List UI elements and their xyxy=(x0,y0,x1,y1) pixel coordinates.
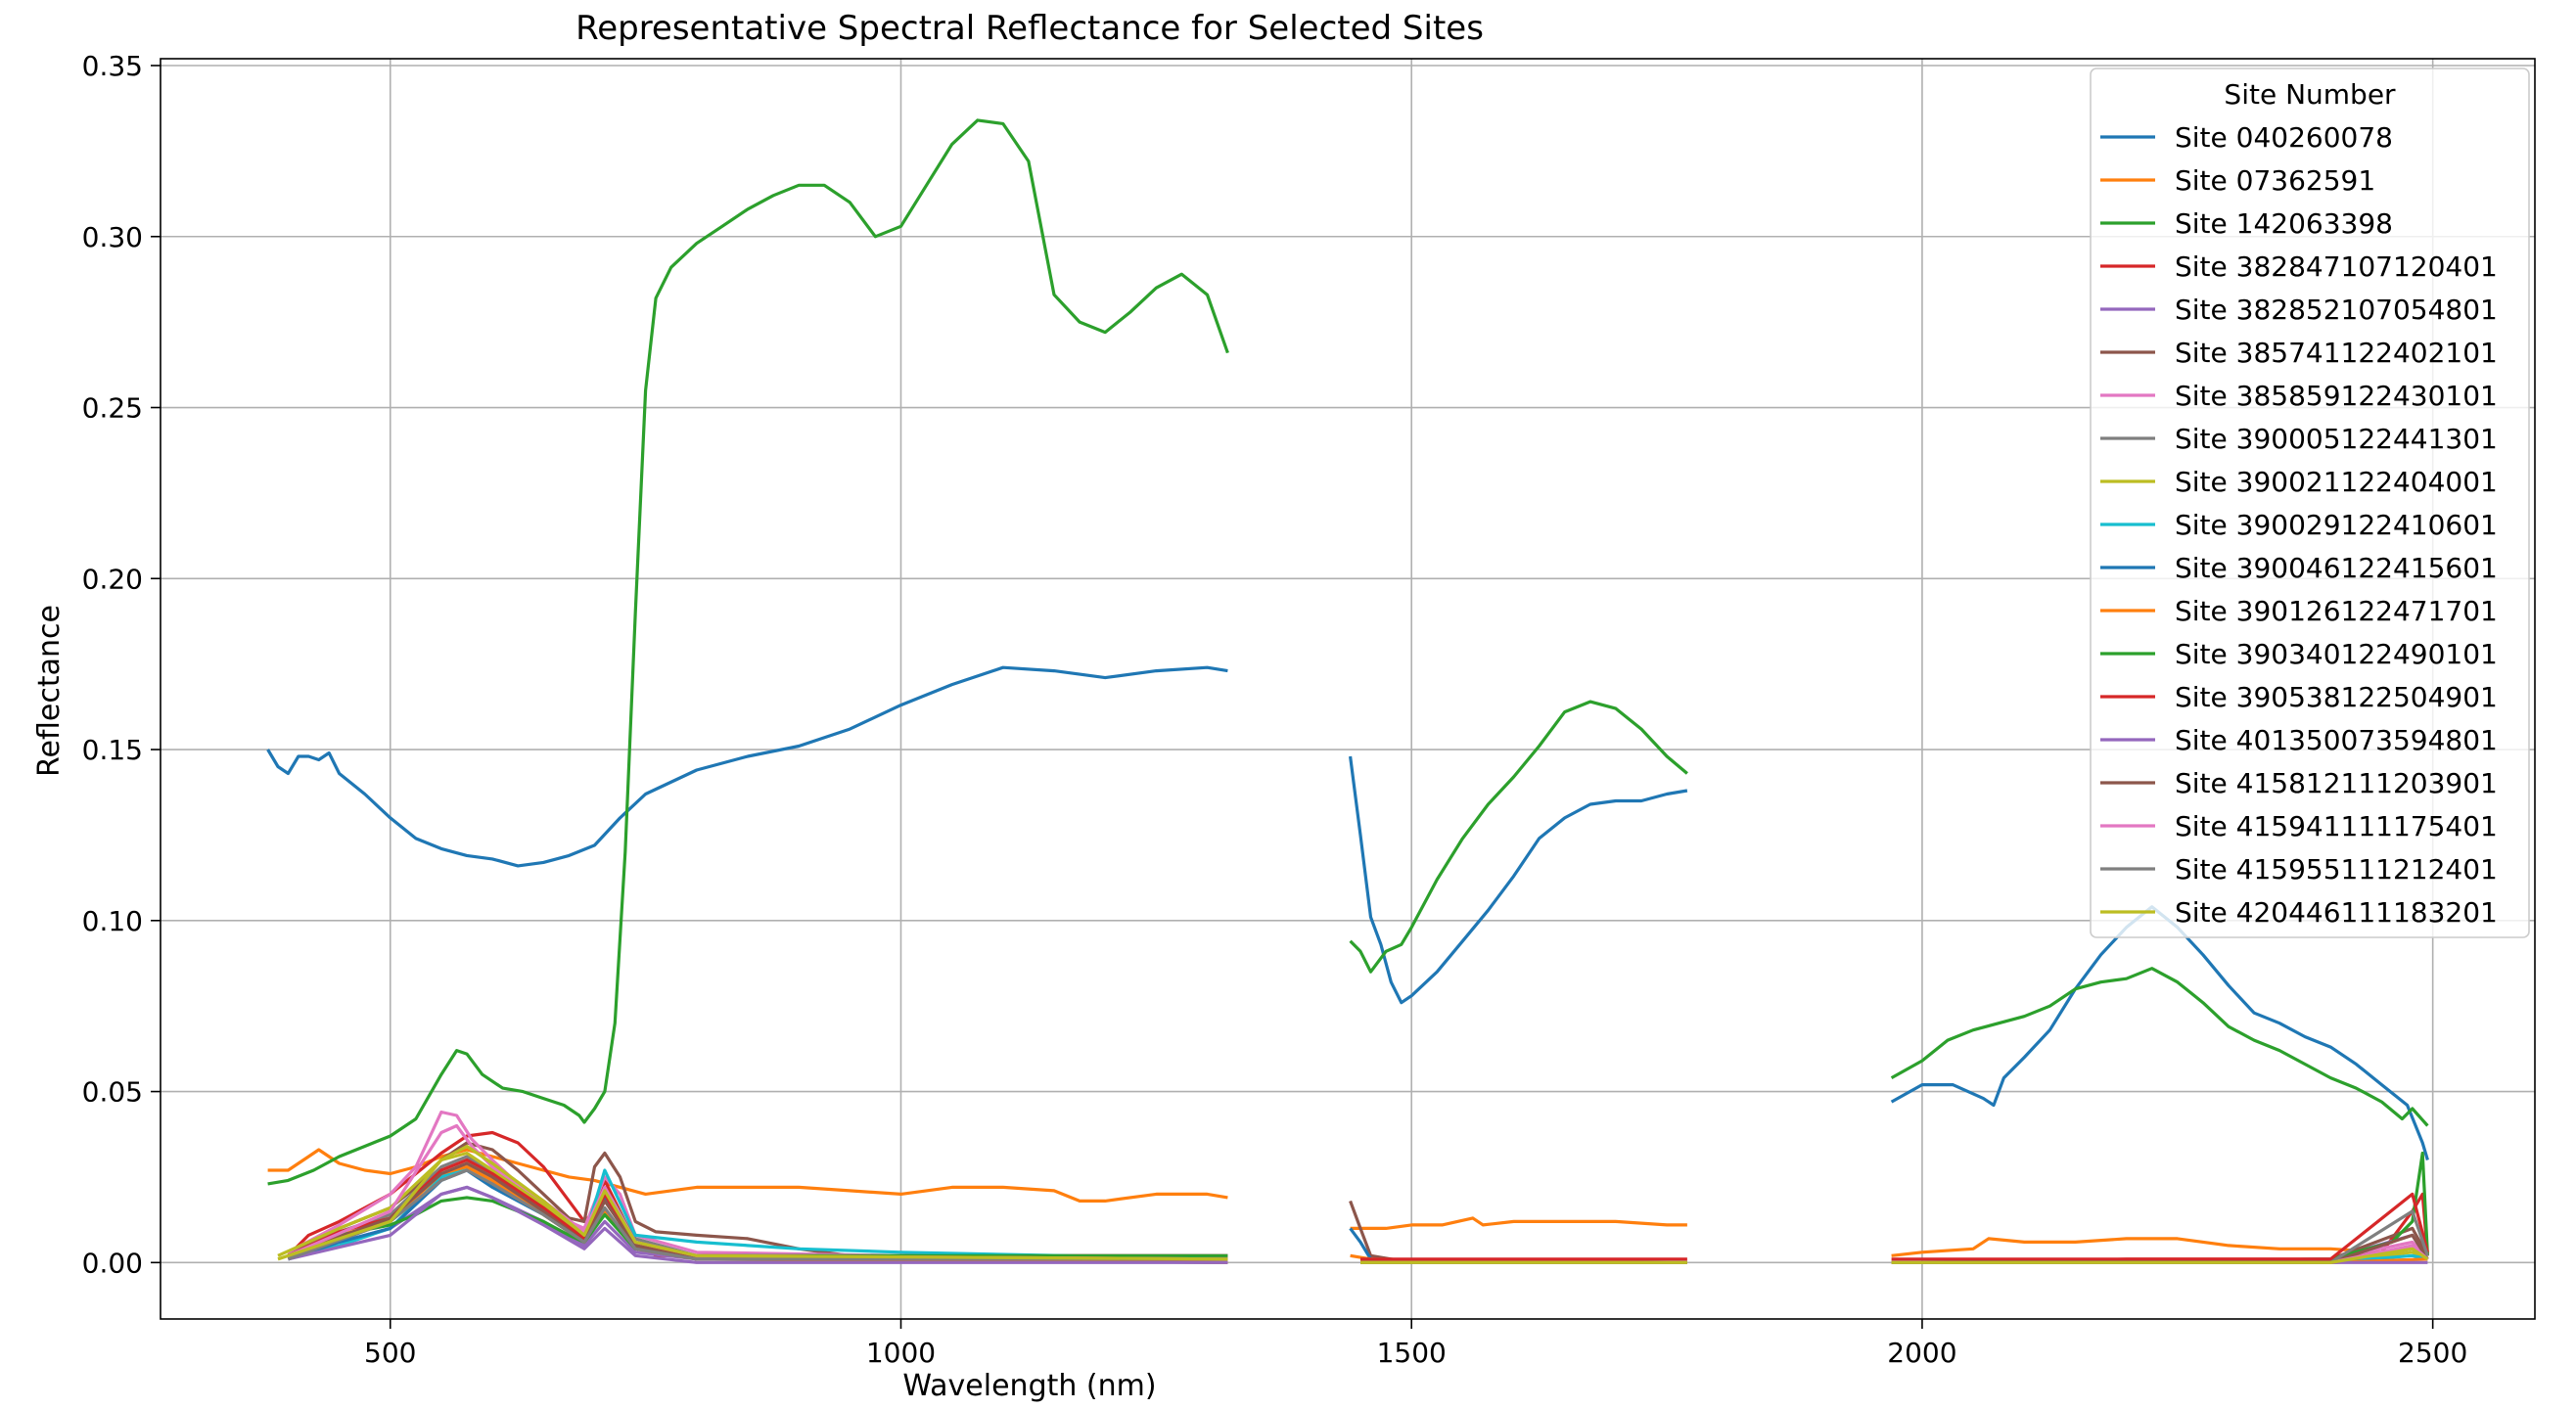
legend-entry: Site 382852107054801 xyxy=(2100,294,2498,326)
y-tick-label: 0.35 xyxy=(82,50,143,82)
series-line-segment xyxy=(1891,1192,2429,1261)
legend-entry: Site 382847107120401 xyxy=(2100,250,2498,283)
chart-title: Representative Spectral Reflectance for … xyxy=(575,9,1484,48)
legend-entry: Site 390126122471701 xyxy=(2100,595,2498,627)
legend-entry: Site 385859122430101 xyxy=(2100,380,2498,412)
legend-label: Site 040260078 xyxy=(2175,121,2393,154)
legend-title: Site Number xyxy=(2224,78,2396,111)
series-line-segment xyxy=(277,1144,1228,1261)
y-tick-label: 0.30 xyxy=(82,221,143,253)
y-tick-label: 0.05 xyxy=(82,1076,143,1109)
legend-entry: Site 390005122441301 xyxy=(2100,423,2498,455)
x-axis-ticks: 500 1000 1500 2000 2500 xyxy=(364,1319,2467,1369)
series-line-segment xyxy=(1349,755,1688,1005)
series-19 xyxy=(277,1144,2429,1264)
legend-label: Site 390340122490101 xyxy=(2175,638,2498,670)
legend-label: Site 390021122404001 xyxy=(2175,466,2498,498)
y-tick-label: 0.20 xyxy=(82,563,143,595)
legend-label: Site 390538122504901 xyxy=(2175,681,2498,713)
legend-label: Site 390046122415601 xyxy=(2175,552,2498,584)
legend-entry: Site 07362591 xyxy=(2100,164,2375,197)
y-tick-label: 0.25 xyxy=(82,392,143,425)
legend-label: Site 390005122441301 xyxy=(2175,423,2498,455)
legend-label: Site 390029122410601 xyxy=(2175,509,2498,541)
legend-label: Site 385741122402101 xyxy=(2175,337,2498,369)
x-tick-label: 1000 xyxy=(866,1337,936,1369)
legend-entry: Site 390538122504901 xyxy=(2100,681,2498,713)
legend-entry: Site 401350073594801 xyxy=(2100,724,2498,756)
x-axis-label: Wavelength (nm) xyxy=(902,1369,1156,1403)
y-axis-label: Reflectance xyxy=(32,605,67,777)
x-tick-label: 1500 xyxy=(1377,1337,1447,1369)
series-line-segment xyxy=(1891,1247,2429,1264)
y-tick-label: 0.15 xyxy=(82,734,143,766)
y-tick-label: 0.00 xyxy=(82,1247,143,1279)
legend-entry: Site 415955111212401 xyxy=(2100,853,2498,886)
series-line-segment xyxy=(288,1185,1228,1264)
series-lines xyxy=(266,118,2429,1264)
legend-label: Site 382847107120401 xyxy=(2175,250,2498,283)
series-line-segment xyxy=(1349,700,1688,974)
legend-label: Site 385859122430101 xyxy=(2175,380,2498,412)
legend-label: Site 382852107054801 xyxy=(2175,294,2498,326)
legend-label: Site 142063398 xyxy=(2175,207,2393,240)
legend-label: Site 07362591 xyxy=(2175,164,2375,197)
series-line-segment xyxy=(266,665,1228,868)
x-tick-label: 2000 xyxy=(1887,1337,1956,1369)
legend-entry: Site 390021122404001 xyxy=(2100,466,2498,498)
y-tick-label: 0.10 xyxy=(82,905,143,937)
legend-entry: Site 385741122402101 xyxy=(2100,337,2498,369)
legend-entry: Site 415941111175401 xyxy=(2100,810,2498,842)
plot-frame xyxy=(160,58,2536,1320)
legend-label: Site 415955111212401 xyxy=(2175,853,2498,886)
legend-entry: Site 390046122415601 xyxy=(2100,552,2498,584)
legend-label: Site 415941111175401 xyxy=(2175,810,2498,842)
legend-label: Site 420446111183201 xyxy=(2175,896,2498,929)
legend-entry: Site 420446111183201 xyxy=(2100,896,2498,929)
series-line-segment xyxy=(1350,1216,1687,1230)
legend-entry: Site 142063398 xyxy=(2100,207,2393,240)
legend-label: Site 415812111203901 xyxy=(2175,767,2498,799)
series-line-segment xyxy=(287,1168,1228,1261)
legend-entry: Site 415812111203901 xyxy=(2100,767,2498,799)
legend-entry: Site 040260078 xyxy=(2100,121,2393,154)
y-axis-ticks: 0.00 0.05 0.10 0.15 0.20 0.25 0.30 0.35 xyxy=(82,50,161,1279)
x-tick-label: 2500 xyxy=(2398,1337,2467,1369)
series-3 xyxy=(267,118,2429,1186)
legend-entry: Site 390340122490101 xyxy=(2100,638,2498,670)
legend-label: Site 390126122471701 xyxy=(2175,595,2498,627)
legend-entry: Site 390029122410601 xyxy=(2100,509,2498,541)
series-line-segment xyxy=(267,1148,1228,1203)
series-line-segment xyxy=(267,118,1229,1186)
x-tick-label: 500 xyxy=(364,1337,416,1369)
legend-box xyxy=(2090,68,2530,938)
legend-entries: Site 040260078 Site 07362591 Site 14206339… xyxy=(2100,121,2498,929)
legend-label: Site 401350073594801 xyxy=(2175,724,2498,756)
series-line-segment xyxy=(287,1161,1228,1261)
series-line-segment xyxy=(1890,967,2429,1127)
